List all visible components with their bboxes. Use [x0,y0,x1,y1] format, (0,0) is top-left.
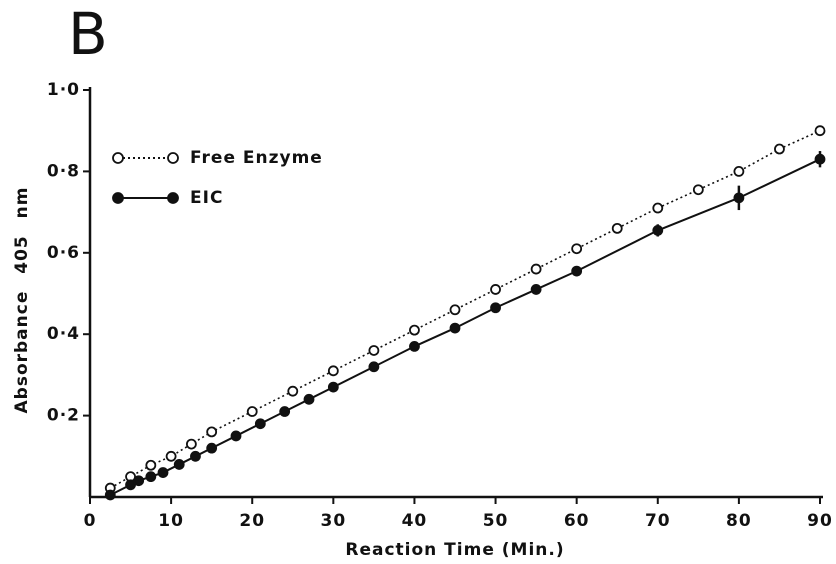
data-point [571,265,583,277]
data-point [530,284,542,295]
data-point [652,225,664,236]
y-tick-label: 0·8 [47,161,80,181]
legend-label: EIC [190,188,223,208]
data-point [774,143,785,155]
data-point [104,489,116,501]
data-point [490,302,501,314]
data-point [185,438,197,450]
data-point [279,406,291,417]
data-point [246,406,258,417]
y-tick-label: 1·0 [47,80,80,100]
x-tick-label: 30 [320,511,346,531]
data-point [409,341,420,352]
data-point [173,459,185,470]
y-tick-label: 0·2 [47,406,80,426]
data-point [157,467,169,478]
y-axis-label: Absorbance 405 nm [12,187,32,414]
series-line [109,129,821,489]
data-point [133,475,145,487]
series-line [109,158,821,496]
data-point [409,324,420,336]
legend-marker [167,192,179,204]
x-tick-label: 60 [564,511,590,531]
data-point [571,243,583,255]
x-tick-label: 0 [84,511,97,531]
data-point [165,450,177,462]
data-point [287,385,299,397]
data-point [490,284,501,295]
x-tick-label: 50 [483,511,509,531]
data-point [368,345,380,356]
data-point [303,393,315,405]
data-point [230,430,242,442]
x-tick-label: 90 [807,511,833,531]
x-tick-label: 70 [645,511,671,531]
x-tick-label: 80 [726,511,752,531]
data-point [814,153,826,165]
data-point [206,426,218,438]
data-point [692,184,704,196]
data-point [449,304,461,316]
data-point [652,202,664,214]
legend-marker [112,152,124,164]
data-point [327,365,339,377]
data-point [145,471,157,483]
data-point [145,459,157,471]
x-tick-label: 40 [402,511,428,531]
data-point [733,165,745,177]
legend-label: Free Enzyme [190,148,323,168]
data-point [190,450,201,462]
data-point [125,479,136,491]
data-point [449,322,461,334]
data-point [327,381,339,393]
data-point [206,442,218,454]
legend-marker [112,192,124,204]
y-tick-label: 0·4 [47,324,80,344]
legend-marker [167,152,179,164]
data-point [733,192,745,204]
data-point [530,263,542,275]
data-point [814,125,826,137]
y-tick-label: 0·6 [47,243,80,263]
data-point [254,418,266,430]
data-point [611,222,623,234]
data-point [368,361,380,373]
x-axis-label: Reaction Time (Min.) [345,540,564,560]
x-tick-label: 10 [158,511,184,531]
x-tick-label: 20 [239,511,265,531]
chart-title: B [68,0,109,68]
